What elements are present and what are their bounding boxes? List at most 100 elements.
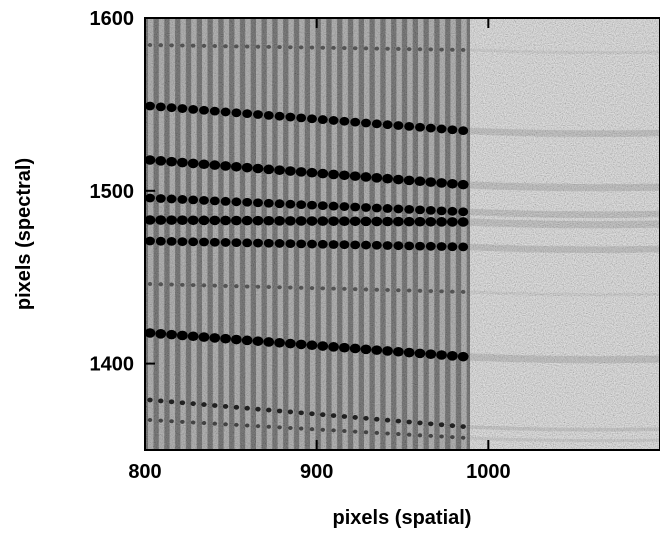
line-spot [406,288,412,293]
line-spot [220,161,232,171]
line-spot [190,43,196,48]
line-spot [436,350,447,360]
line-spot [263,215,275,226]
line-spot [415,205,425,215]
x-tick-label: 800 [128,461,161,483]
x-tick-label: 900 [300,461,333,483]
line-spot [166,194,177,204]
line-spot [371,216,383,227]
line-spot [234,284,239,289]
line-spot [179,400,186,406]
line-spot [406,432,412,437]
line-spot [371,345,383,355]
line-spot [263,198,274,208]
line-spot [295,167,307,177]
line-spot [242,197,253,207]
line-spot [147,397,153,403]
line-spot [309,45,315,50]
line-spot [385,431,390,436]
line-spot [349,343,361,354]
line-spot [361,240,371,250]
line-spot [404,241,415,251]
line-spot [220,215,232,226]
line-spot [447,242,458,252]
line-spot [169,419,174,424]
line-spot [307,200,317,210]
line-spot [350,240,361,250]
line-spot [274,165,285,175]
line-spot [255,44,261,49]
line-spot [263,238,274,248]
line-spot [274,337,285,348]
line-spot [155,215,167,225]
line-spot [168,399,175,405]
faint-line [469,290,660,297]
line-spot [166,329,178,340]
line-spot [285,112,296,122]
line-spot [458,242,469,252]
line-spot [295,339,307,350]
line-spot [155,236,166,246]
line-spot [252,215,264,226]
line-spot [460,435,466,440]
line-spot [263,164,275,175]
line-spot [415,122,425,132]
line-spot [199,105,209,115]
line-spot [285,338,296,349]
line-spot [330,413,337,418]
line-spot [298,410,304,416]
line-spot [342,286,347,291]
line-spot [425,216,437,227]
line-spot [361,118,371,128]
line-spot [288,285,293,290]
line-spot [406,419,412,425]
line-spot [382,120,393,130]
line-spot [350,117,361,127]
line-spot [209,215,221,226]
line-spot [317,115,328,124]
x-tick-label: 1000 [466,461,511,483]
line-spot [384,417,391,423]
line-spot [339,216,350,227]
line-spot [241,335,253,346]
line-spot [244,284,250,289]
line-spot [147,418,153,422]
faint-line [469,243,660,253]
line-spot [220,196,231,206]
line-spot [404,121,415,131]
line-spot [188,195,199,205]
line-spot [255,406,261,412]
line-spot [234,422,239,427]
line-spot [285,199,296,209]
line-spot [231,215,242,226]
line-spot [447,351,458,361]
line-spot [158,418,164,423]
faint-line [469,353,660,364]
line-spot [328,342,339,352]
x-axis-label: pixels (spatial) [333,507,472,529]
line-spot [187,331,199,342]
line-spot [393,216,404,227]
line-spot [425,205,436,215]
y-tick-label: 1500 [90,181,135,203]
line-spot [155,194,166,203]
line-spot [201,402,207,407]
line-spot [199,195,209,205]
line-spot [350,202,361,212]
line-spot [298,426,304,431]
line-spot [393,241,404,251]
line-spot [363,46,369,51]
line-spot [328,240,339,249]
line-spot [234,44,239,49]
line-spot [436,242,447,251]
line-spot [396,288,401,293]
line-spot [450,435,455,440]
line-spot [201,43,207,48]
line-spot [158,282,164,287]
line-spot [349,171,361,181]
line-spot [382,241,393,250]
line-spot [306,340,318,351]
line-spot [447,178,458,189]
line-spot [393,121,404,130]
line-spot [331,45,336,50]
